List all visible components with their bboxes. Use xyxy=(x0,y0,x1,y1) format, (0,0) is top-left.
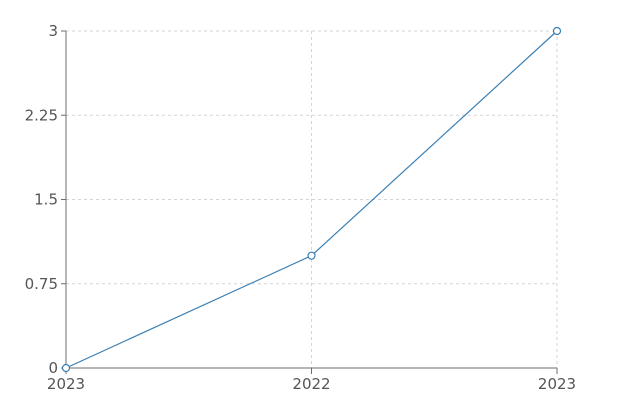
y-tick-label: 0 xyxy=(48,359,58,377)
data-point xyxy=(307,251,316,260)
x-tick-label: 2022 xyxy=(292,375,330,393)
y-tick-label: 3 xyxy=(48,22,58,40)
x-tick-label: 2023 xyxy=(47,375,85,393)
axis-layer xyxy=(61,30,558,374)
x-tick-label: 2023 xyxy=(538,375,576,393)
grid-layer xyxy=(66,30,558,368)
data-point xyxy=(61,363,71,373)
y-tick-label: 1.5 xyxy=(34,191,58,209)
data-point xyxy=(552,26,562,36)
y-tick-label: 0.75 xyxy=(25,275,58,293)
label-layer: 0 0.75 1.5 2.25 3 2023 2022 2023 xyxy=(25,22,577,393)
y-tick-label: 2.25 xyxy=(25,106,58,124)
series-layer xyxy=(61,26,562,373)
